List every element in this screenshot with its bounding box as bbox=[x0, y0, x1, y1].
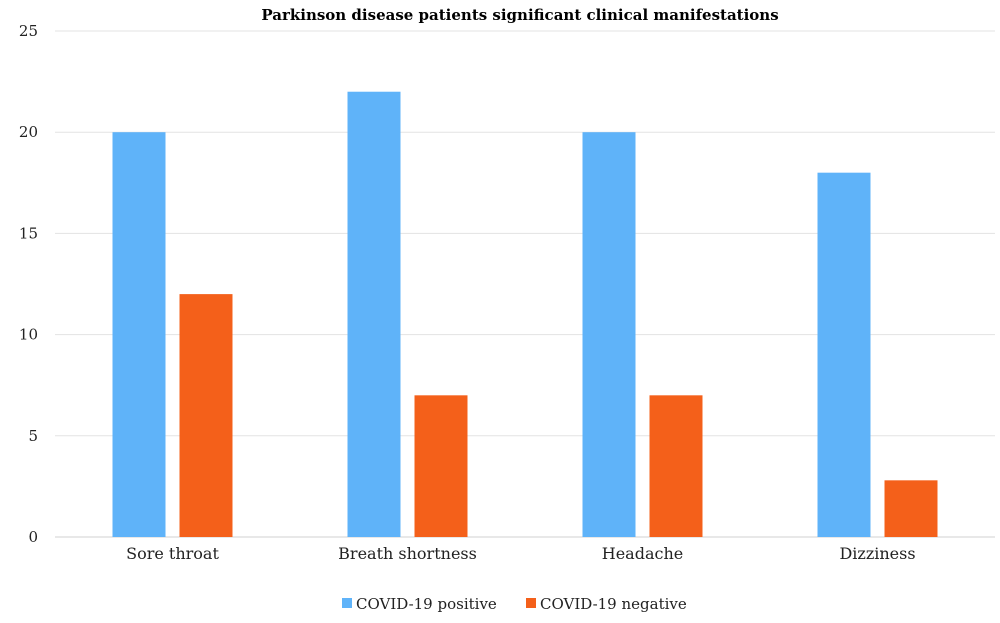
bar-covid-positive bbox=[817, 172, 871, 537]
x-tick-label: Headache bbox=[602, 544, 683, 563]
x-tick-label: Dizziness bbox=[839, 544, 915, 563]
bar-covid-positive bbox=[582, 132, 636, 537]
legend-label: COVID-19 positive bbox=[356, 595, 497, 613]
bar-covid-negative bbox=[649, 395, 703, 537]
y-tick-label: 10 bbox=[19, 326, 38, 344]
x-tick-label: Breath shortness bbox=[338, 544, 477, 563]
y-tick-label: 0 bbox=[28, 528, 38, 546]
x-tick-label: Sore throat bbox=[126, 544, 219, 563]
y-tick-label: 25 bbox=[19, 22, 38, 40]
x-axis-ticks: Sore throat Breath shortness Headache Dizzi… bbox=[126, 544, 915, 563]
chart-title: Parkinson disease patients significant c… bbox=[261, 6, 778, 24]
y-tick-label: 20 bbox=[19, 123, 38, 141]
legend-swatch bbox=[342, 598, 352, 608]
y-tick-label: 15 bbox=[19, 224, 38, 242]
y-axis-ticks: 0 5 10 15 20 25 bbox=[19, 22, 38, 546]
bar-covid-positive bbox=[347, 91, 401, 537]
bar-covid-negative bbox=[179, 294, 233, 537]
bars bbox=[112, 91, 938, 537]
legend-swatch bbox=[526, 598, 536, 608]
bar-covid-negative bbox=[414, 395, 468, 537]
legend-label: COVID-19 negative bbox=[540, 595, 687, 613]
bar-covid-positive bbox=[112, 132, 166, 537]
legend: COVID-19 positive COVID-19 negative bbox=[342, 595, 687, 613]
bar-covid-negative bbox=[884, 480, 938, 537]
y-tick-label: 5 bbox=[28, 427, 38, 445]
